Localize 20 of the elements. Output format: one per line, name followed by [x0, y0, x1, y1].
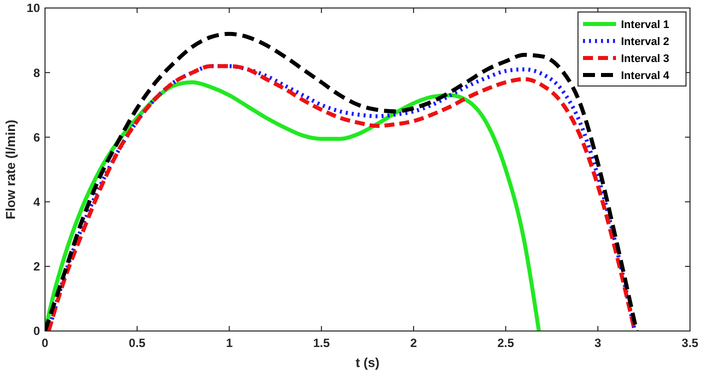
y-tick-label: 6	[33, 130, 40, 144]
y-axis-title: Flow rate (l/min)	[3, 120, 18, 220]
x-tick-label: 2.5	[497, 336, 514, 350]
x-tick-label: 0	[42, 336, 49, 350]
x-tick-label: 3.5	[682, 336, 699, 350]
legend-label: Interval 2	[621, 36, 670, 48]
x-tick-label: 0.5	[128, 336, 146, 350]
legend-label: Interval 1	[621, 18, 670, 31]
legend-label: Interval 4	[621, 70, 670, 82]
x-tick-label: 1	[226, 336, 233, 350]
legend-label: Interval 3	[621, 52, 670, 65]
y-tick-label: 2	[33, 260, 40, 274]
y-tick-label: 0	[33, 324, 40, 338]
x-tick-label: 1.5	[313, 336, 330, 350]
x-tick-label: 3	[594, 336, 602, 350]
x-axis-title: t (s)	[356, 355, 380, 370]
y-tick-label: 10	[26, 1, 40, 16]
y-tick-label: 4	[33, 195, 40, 209]
x-tick-label: 2	[410, 336, 418, 350]
y-tick-label: 8	[33, 66, 40, 80]
